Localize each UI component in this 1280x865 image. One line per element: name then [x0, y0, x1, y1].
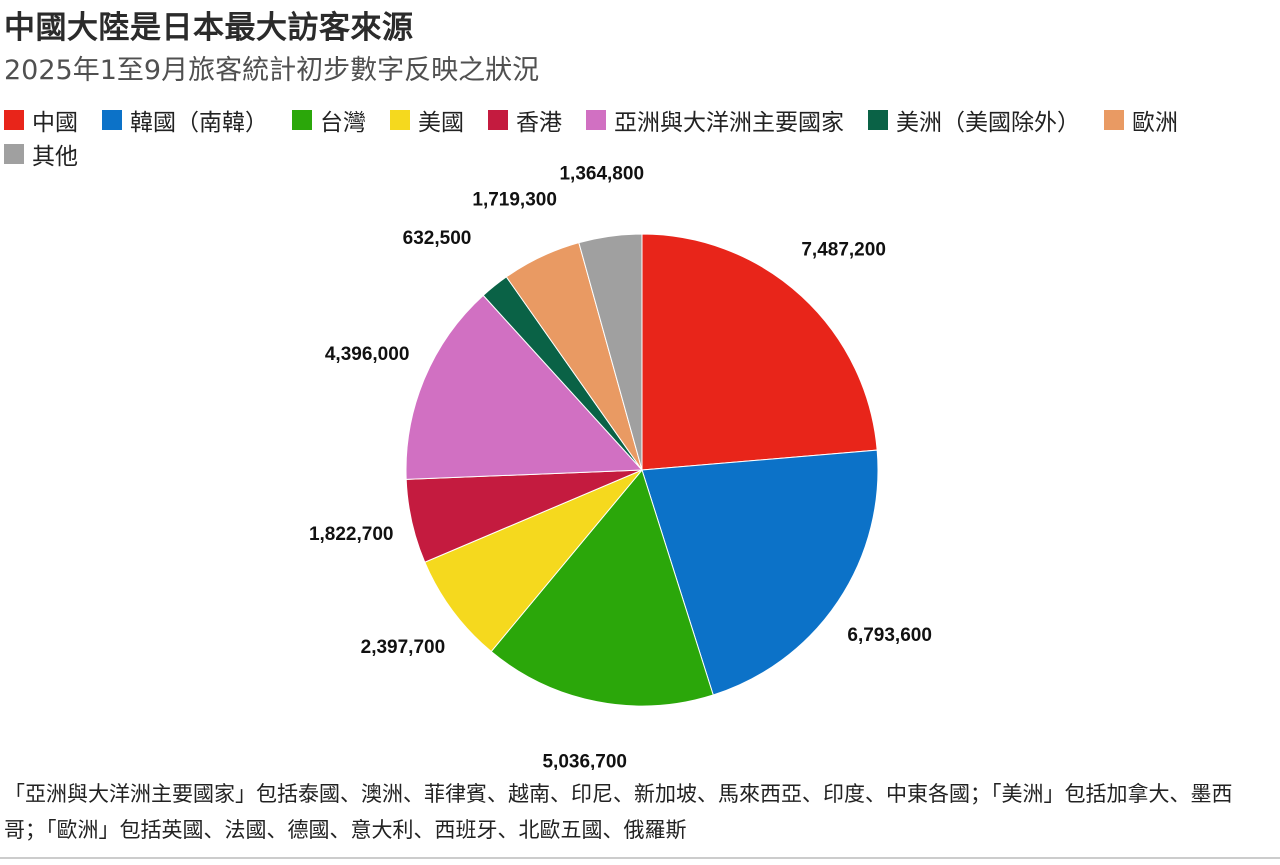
legend-swatch: [4, 110, 24, 130]
legend-swatch: [586, 110, 606, 130]
chart-legend: 中國 韓國（南韓） 台灣 美國 香港 亞洲與大洋洲主要國家 美洲（美國除外） 歐洲其他: [4, 106, 1234, 170]
legend-label: 美洲（美國除外）: [896, 110, 1080, 136]
legend-item: 美國: [390, 106, 464, 136]
legend-label: 其他: [32, 144, 78, 170]
legend-swatch: [292, 110, 312, 130]
chart-title: 中國大陸是日本最大訪客來源: [4, 10, 414, 46]
slice-value-label: 5,036,700: [542, 751, 627, 770]
slice-value-label: 1,822,700: [309, 524, 394, 545]
legend-item: 其他: [4, 140, 78, 170]
legend-swatch: [488, 110, 508, 130]
chart-subtitle: 2025年1至9月旅客統計初步數字反映之狀況: [4, 55, 540, 86]
legend-item: 韓國（南韓）: [102, 106, 268, 136]
pie-slice: [405, 294, 644, 480]
pie-slice: [578, 233, 643, 471]
legend-item: 歐洲: [1104, 106, 1178, 136]
legend-label: 香港: [516, 110, 562, 136]
legend-label: 美國: [418, 110, 464, 136]
legend-item: 亞洲與大洋洲主要國家: [586, 106, 844, 136]
legend-item: 香港: [488, 106, 562, 136]
legend-swatch: [1104, 110, 1124, 130]
legend-label: 歐洲: [1132, 110, 1178, 136]
legend-label: 韓國（南韓）: [130, 110, 268, 136]
slice-value-label: 4,396,000: [325, 344, 410, 365]
legend-swatch: [868, 110, 888, 130]
legend-item: 台灣: [292, 106, 366, 136]
legend-swatch: [4, 144, 24, 164]
legend-swatch: [390, 110, 410, 130]
slice-value-label: 1,364,800: [559, 164, 644, 185]
bottom-divider: [0, 857, 1280, 859]
slice-value-label: 6,793,600: [847, 625, 932, 646]
legend-label: 中國: [32, 110, 78, 136]
pie-chart: 7,487,200 6,793,600 5,036,700 2,397,700 1,82…: [309, 164, 932, 770]
slice-value-label: 1,719,300: [472, 190, 557, 211]
legend-item: 中國: [4, 106, 78, 136]
legend-label: 亞洲與大洋洲主要國家: [614, 110, 844, 136]
pie-slice: [641, 449, 879, 696]
slice-value-label: 7,487,200: [801, 240, 886, 261]
legend-swatch: [102, 110, 122, 130]
slice-value-label: 2,397,700: [361, 637, 446, 658]
pie-slice: [424, 469, 643, 653]
legend-label: 台灣: [320, 110, 366, 136]
legend-item: 美洲（美國除外）: [868, 106, 1080, 136]
pie-slice: [641, 233, 878, 471]
chart-footnote: 「亞洲與大洋洲主要國家」包括泰國、澳洲、菲律賓、越南、印尼、新加坡、馬來西亞、印…: [4, 782, 1233, 842]
pie-slice: [490, 468, 714, 707]
slice-value-label: 632,500: [403, 228, 472, 249]
